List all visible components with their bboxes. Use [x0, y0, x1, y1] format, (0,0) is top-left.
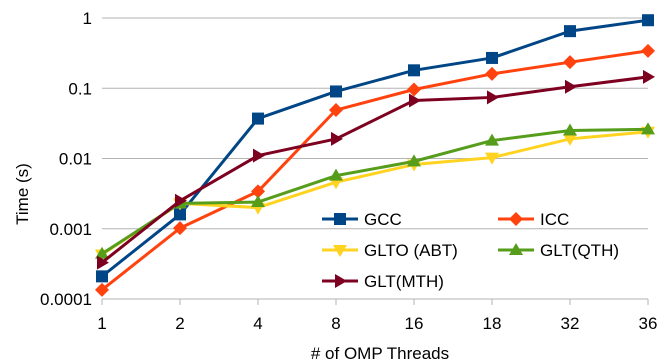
y-tick-label: 1	[83, 9, 92, 28]
data-point	[330, 85, 342, 98]
data-point	[407, 82, 421, 97]
legend-entry: GCC	[322, 210, 402, 229]
series-line	[101, 49, 649, 292]
series-line	[101, 75, 649, 264]
data-point	[563, 55, 577, 70]
x-tick-label: 18	[483, 314, 502, 333]
series-line	[101, 18, 649, 278]
series-gcc	[96, 14, 654, 283]
x-axis-title: # of OMP Threads	[311, 344, 449, 363]
legend-label: ICC	[540, 210, 569, 229]
series-line	[101, 130, 649, 256]
y-tick-label: 0.01	[59, 150, 92, 169]
data-point	[329, 168, 343, 181]
data-point	[409, 93, 421, 108]
data-point	[643, 69, 655, 84]
data-point	[563, 123, 577, 136]
data-point	[96, 270, 108, 283]
legend-entry: GLT(MTH)	[322, 272, 444, 291]
data-point	[565, 79, 577, 94]
legend-marker	[509, 243, 523, 255]
data-point	[407, 154, 421, 167]
legend-marker	[333, 245, 347, 257]
data-point	[251, 195, 265, 208]
legend-label: GLTO (ABT)	[364, 241, 458, 260]
data-point	[408, 64, 420, 77]
data-point	[564, 25, 576, 38]
legend-entry: GLTO (ABT)	[322, 241, 458, 260]
x-tick-label: 32	[561, 314, 580, 333]
data-point	[485, 152, 499, 165]
data-point	[641, 122, 655, 135]
data-point	[642, 14, 654, 27]
y-tick-label: 0.1	[68, 79, 92, 98]
series-icc	[95, 43, 655, 297]
tick-labels: 0.0001 0.001 0.01 0.1 1 1 2 4 8 16 18 32 36	[40, 9, 657, 333]
data-point	[252, 112, 264, 125]
legend-label: GLT(QTH)	[540, 241, 619, 260]
data-point	[485, 133, 499, 146]
data-point	[487, 90, 499, 105]
legend-label: GCC	[364, 210, 402, 229]
data-point	[95, 282, 109, 297]
y-tick-label: 0.001	[49, 220, 92, 239]
data-point	[175, 193, 187, 208]
y-axis-title: Time (s)	[13, 163, 32, 225]
legend-marker	[335, 274, 347, 288]
data-point	[485, 66, 499, 81]
x-tick-label: 4	[253, 314, 262, 333]
series-layer	[95, 14, 655, 297]
x-tick-label: 36	[639, 314, 658, 333]
plot-area	[101, 298, 649, 305]
data-point	[331, 131, 343, 146]
legend-entry: ICC	[498, 210, 569, 229]
data-point	[486, 51, 498, 64]
x-tick-label: 8	[331, 314, 340, 333]
data-point	[329, 103, 343, 118]
data-point	[97, 255, 109, 270]
legend: GCC ICC GLTO (ABT) GLT(QTH) GLT(MTH)	[322, 210, 619, 291]
x-tick-label: 1	[97, 314, 106, 333]
data-point	[253, 148, 265, 163]
series-line	[101, 127, 649, 256]
data-point	[251, 184, 265, 199]
legend-marker	[334, 213, 346, 225]
legend-marker	[509, 212, 523, 226]
data-point	[173, 221, 187, 236]
legend-entry: GLT(QTH)	[498, 241, 619, 260]
data-point	[641, 43, 655, 58]
x-tick-label: 16	[405, 314, 424, 333]
data-point	[174, 208, 186, 221]
y-tick-label: 0.0001	[40, 290, 92, 309]
x-tick-label: 2	[175, 314, 184, 333]
data-point	[95, 246, 109, 259]
data-point	[563, 133, 577, 146]
legend-label: GLT(MTH)	[364, 272, 444, 291]
series-glt-qth	[95, 122, 655, 259]
series-glt-mth	[97, 69, 655, 270]
